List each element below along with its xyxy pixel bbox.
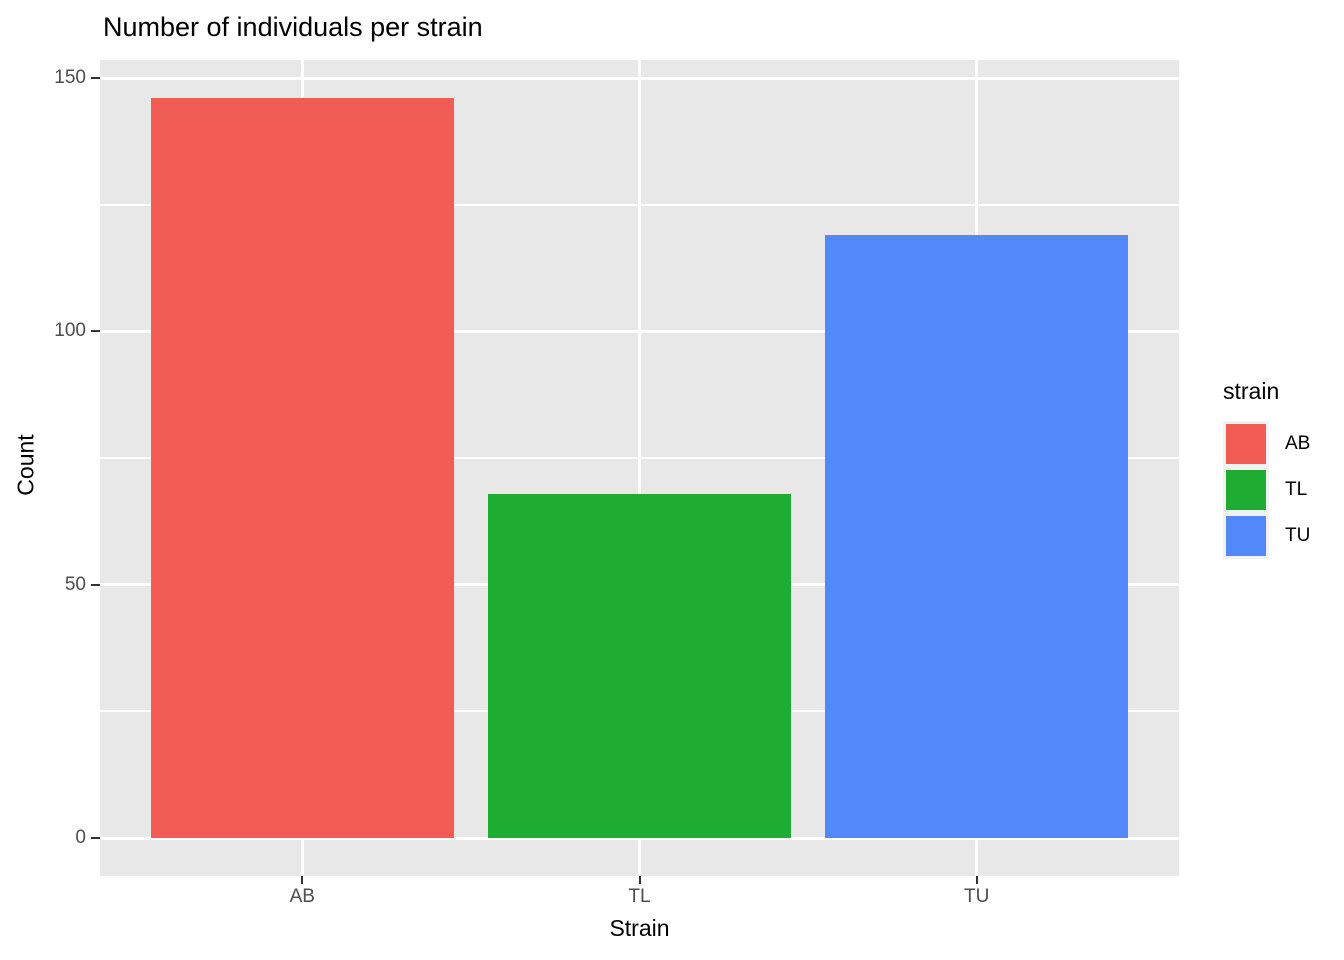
x-axis-title: Strain	[609, 915, 670, 941]
legend-label-TL: TL	[1285, 479, 1308, 500]
plot-title: Number of individuals per strain	[103, 12, 483, 42]
y-tick-label-0: 0	[75, 827, 86, 848]
y-tick-mark-150	[91, 77, 100, 80]
y-tick-mark-100	[91, 330, 100, 333]
legend-entry-AB: AB	[1223, 421, 1310, 467]
x-tick-label-TL: TL	[628, 886, 651, 907]
legend-key-TL	[1223, 467, 1269, 513]
legend-label-AB: AB	[1285, 433, 1311, 454]
x-tick-label-AB: AB	[289, 886, 315, 907]
x-tick-label-TU: TU	[964, 886, 990, 907]
legend-swatch-TL	[1226, 470, 1266, 510]
bar-TL	[487, 493, 792, 838]
y-tick-mark-50	[91, 583, 100, 586]
y-axis-title: Count	[12, 434, 39, 496]
legend: strain AB TL TU	[1223, 378, 1310, 559]
x-tick-mark-AB	[301, 876, 304, 884]
bar-AB	[150, 98, 455, 838]
legend-entries: AB TL TU	[1223, 421, 1310, 559]
legend-entry-TL: TL	[1223, 467, 1310, 513]
legend-swatch-AB	[1226, 424, 1266, 464]
legend-swatch-TU	[1226, 516, 1266, 556]
legend-key-TU	[1223, 513, 1269, 559]
y-tick-label-150: 150	[54, 67, 86, 89]
legend-title: strain	[1223, 378, 1280, 404]
legend-key-AB	[1223, 421, 1269, 467]
y-tick-mark-0	[91, 837, 100, 839]
legend-label-TU: TU	[1285, 525, 1311, 546]
legend-entry-TU: TU	[1223, 513, 1310, 559]
bar-TU	[824, 235, 1129, 838]
major-gridline-x-TL	[638, 60, 641, 876]
x-tick-mark-TL	[638, 876, 641, 884]
plot-panel	[100, 60, 1179, 876]
x-tick-mark-TU	[975, 876, 978, 884]
y-tick-label-50: 50	[64, 573, 86, 595]
y-tick-label-100: 100	[54, 320, 86, 342]
